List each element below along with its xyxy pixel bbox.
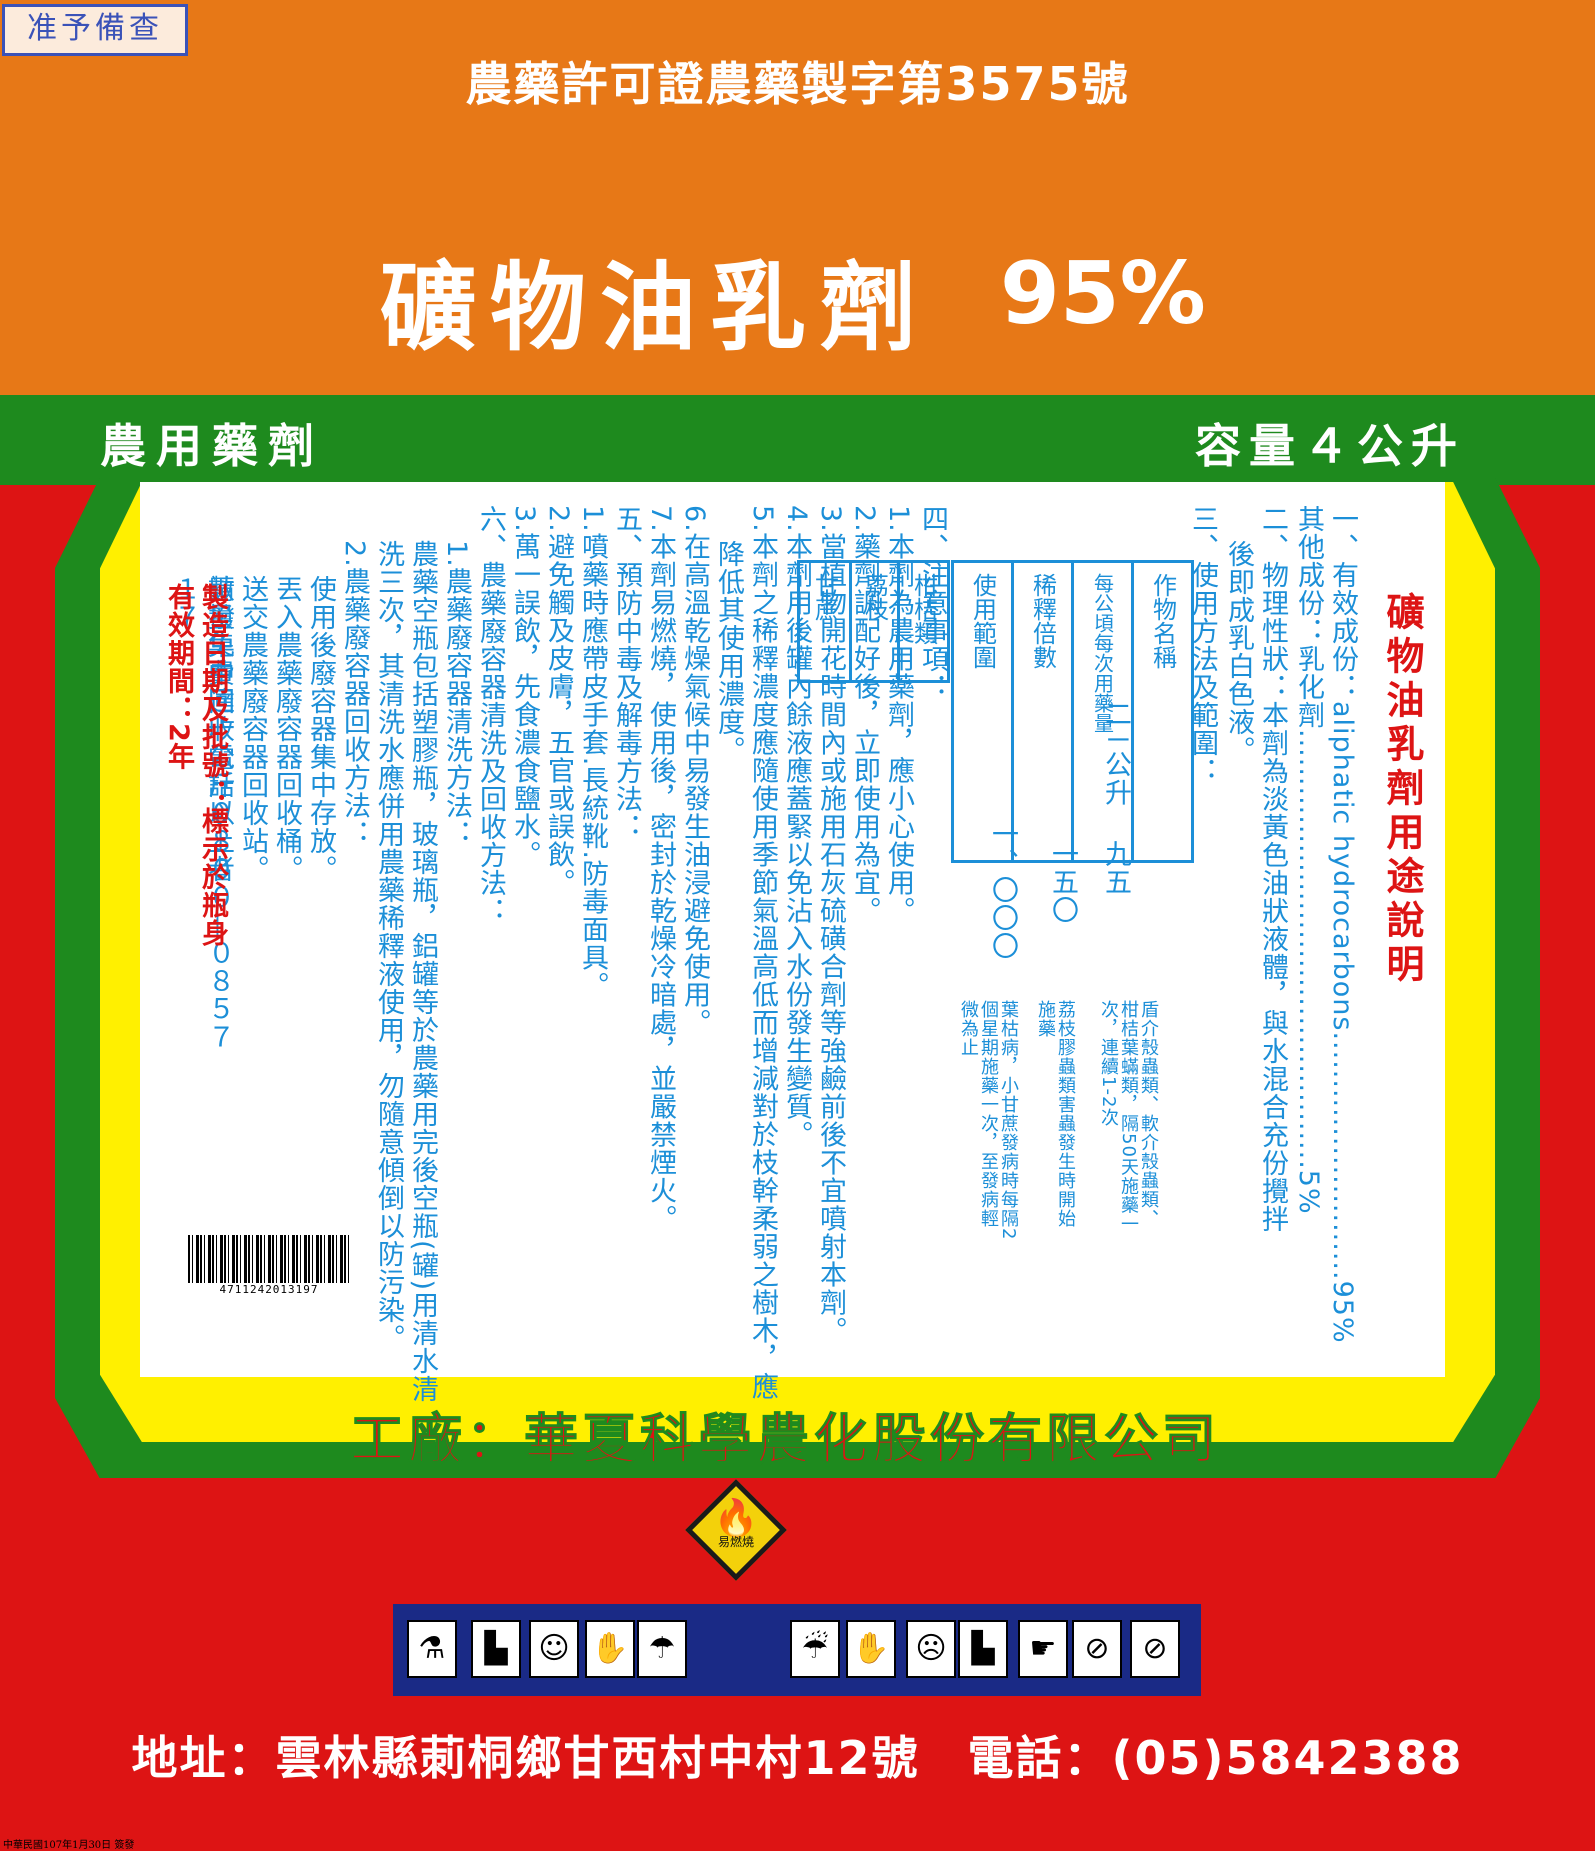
section5-item3: 3.萬一誤飲，先食濃食鹽水。 — [509, 505, 540, 869]
section5-item2: 2.避免觸及皮膚，五官或誤飲。 — [543, 505, 574, 897]
dilution-sugarcane: 一、〇〇〇 — [987, 820, 1018, 960]
mask-icon: ☹ — [906, 1620, 956, 1678]
product-name: 礦物油乳劑 — [380, 252, 930, 364]
scope-lychee: 荔枝膠蟲類害蟲發生時開始施藥 — [1035, 1000, 1076, 1228]
flammable-icon: 🔥 易燃燒 — [690, 1483, 782, 1575]
section6-item2-l2: 丟入農藥廢容器回收桶。 — [271, 575, 302, 883]
usage-title: 礦物油乳劑用途說明 — [1380, 592, 1424, 988]
gloves-icon: ✋ — [585, 1620, 635, 1678]
section4-item4: 4.本劑用後罐內餘液應蓋緊以免沾入水份發生變質。 — [781, 505, 812, 1149]
section6-title: 六、農藥廢容器清洗及回收方法： — [475, 505, 506, 925]
hazard-label: 易燃燒 — [717, 1535, 754, 1549]
boots-icon: ▙ — [471, 1620, 521, 1678]
section6-item2-l3: 送交農藥廢容器回收站。 — [237, 575, 268, 883]
section4-item6: 6.在高溫乾燥氣候中易發生油浸避免使用。 — [679, 505, 710, 1037]
section4-title: 四、注意事項： — [917, 505, 948, 701]
section6-item2: 2.農藥廢容器回收方法： — [339, 540, 370, 848]
no-livestock-icon: ⊘ — [1072, 1620, 1122, 1678]
crop-sugarcane: 甘蔗 — [810, 573, 839, 621]
section4-item1: 1.本劑為農用藥劑，應小心使用。 — [883, 505, 914, 925]
barcode-number: 4711242013197 — [219, 1283, 319, 1296]
section4-item5: 5.本劑之稀釋濃度應隨使用季節氣溫高低而增減對於枝幹柔弱之樹木，應 — [747, 505, 778, 1401]
instructions-panel — [140, 482, 1445, 1377]
section6-item2-l4: 數量集中達十公斤以上者 — [203, 575, 234, 883]
section5-title: 五、預防中毒及解毒方法： — [611, 505, 642, 841]
section4-item5-cont: 降低其使用濃度。 — [713, 540, 744, 764]
barcode: 4711242013197 — [184, 1233, 354, 1301]
section1-line1: 一、有效成份：aliphatic hydrocarbons...........… — [1327, 505, 1358, 1344]
barcode-bars — [188, 1235, 350, 1283]
header-scope: 使用範圍 — [968, 573, 997, 669]
section6-item1-l1: 農藥空瓶包括塑膠瓶，玻璃瓶，鋁罐等於農藥用完後空瓶(罐)用清水清 — [407, 540, 438, 1404]
wash-icon: ☂ — [637, 1620, 687, 1678]
concentration: 95% — [1000, 244, 1206, 344]
crop-citrus: 柑桔類 — [909, 573, 938, 645]
section4-item3: 3.當植物開花時間內或施用石灰硫磺合劑等強鹼前後不宜噴射本劑。 — [815, 505, 846, 1345]
wash-hands-icon: ☛ — [1018, 1620, 1068, 1678]
scope-citrus: 盾介殼蟲類、軟介殼蟲類、柑桔葉蟎類，隔50天施藥一次，連續1-2次 — [1098, 1000, 1159, 1234]
dosage-table: 作物名稱 每公頃每次用藥量 稀釋倍數 使用範圍 — [951, 560, 1194, 863]
crop-lychee: 荔枝 — [860, 573, 889, 621]
flame-icon: 🔥 — [713, 1498, 759, 1539]
section4-item2: 2.藥劑調配好後，立即使用為宜。 — [849, 505, 880, 925]
section4-item7: 7.本劑易燃燒，使用後，密封於乾燥冷暗處，並嚴禁煙火。 — [645, 505, 676, 1233]
dosage-rows: 柑桔類 荔枝 甘蔗 — [797, 560, 950, 683]
issue-date-footnote: 中華民國107年1月30日 簽發 — [3, 1840, 135, 1851]
dose-citrus: 二ㄧ公升 — [1100, 700, 1131, 807]
section6-item1: 1.農藥廢容器清洗方法： — [441, 540, 472, 848]
category-label: 農用藥劑 — [100, 419, 324, 473]
section2-line2: 後即成乳白色液。 — [1223, 540, 1254, 764]
header-dose: 每公頃每次用藥量 — [1090, 573, 1115, 733]
goggles-icon: ☺ — [529, 1620, 579, 1678]
section6-item1-l2: 洗三次，其清洗水應併用農藥稀釋液使用，勿隨意傾倒以防污染。 — [373, 540, 404, 1352]
section1-line2: 其他成份：乳化劑................................… — [1293, 505, 1324, 1215]
header-band — [0, 0, 1595, 395]
license-number: 農藥許可證農藥製字第3575號 — [465, 57, 1130, 111]
approval-stamp: 准予備查 — [2, 4, 188, 56]
boots-icon: ▙ — [958, 1620, 1008, 1678]
mixing-icon: ⚗ — [407, 1620, 457, 1678]
batch-line: 製造日期及批號：標示於瓶身 — [197, 583, 228, 947]
dilution-lychee: 一五〇 — [1047, 840, 1078, 924]
capacity-label: 容量４公升 — [1195, 419, 1465, 473]
gloves-icon: ✋ — [846, 1620, 896, 1678]
header-dilution: 稀釋倍數 — [1028, 573, 1057, 669]
scope-sugarcane: 葉枯病，小甘蔗發病時每隔2個星期施藥一次，至發病輕微為止 — [958, 1000, 1019, 1241]
no-fish-icon: ⊘ — [1130, 1620, 1180, 1678]
section5-item1: 1.噴藥時應帶皮手套.長統靴.防毒面具。 — [577, 505, 608, 1000]
factory-name: 工廠：華夏科學農化股份有限公司 — [350, 1408, 1220, 1472]
section6-item2-l1: 使用後廢容器集中存放。 — [305, 575, 336, 883]
section2-line1: 二、物理性狀：本劑為淡黃色油狀液體，與水混合充份攪拌 — [1257, 505, 1288, 1233]
expiry-line: 有效期間：2年 — [163, 583, 194, 771]
dilution-citrus: 九五 — [1100, 840, 1131, 896]
address-phone: 地址：雲林縣莿桐鄉甘西村中村12號 電話：(05)5842388 — [131, 1731, 1464, 1785]
spraying-icon: ☔ — [790, 1620, 840, 1678]
header-crop: 作物名稱 — [1148, 573, 1177, 669]
section6-item2-phone: 請撥免費回收電話０８００—０８５７１７ — [169, 575, 234, 1051]
